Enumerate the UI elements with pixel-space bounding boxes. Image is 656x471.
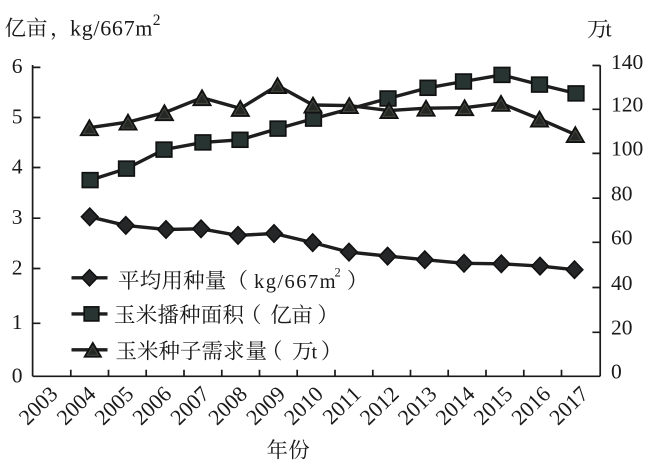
svg-text:0: 0 [12, 363, 23, 387]
svg-text:2: 2 [12, 255, 23, 279]
svg-text:5: 5 [12, 104, 23, 128]
svg-text:80: 80 [611, 182, 633, 206]
svg-text:20: 20 [611, 316, 633, 340]
svg-text:40: 40 [611, 271, 633, 295]
svg-text:3: 3 [12, 205, 23, 229]
svg-text:kg/667m: kg/667m [254, 271, 337, 293]
svg-text:t: t [606, 17, 612, 42]
svg-text:t: t [312, 342, 318, 364]
svg-text:100: 100 [611, 137, 643, 161]
svg-text:120: 120 [611, 93, 643, 117]
svg-text:2: 2 [335, 266, 341, 280]
svg-text:60: 60 [611, 226, 633, 250]
svg-text:2: 2 [153, 12, 161, 29]
svg-text:kg/667m: kg/667m [70, 16, 153, 41]
svg-text:0: 0 [611, 360, 622, 384]
svg-text:6: 6 [12, 54, 23, 78]
svg-text:140: 140 [611, 50, 643, 74]
svg-text:1: 1 [12, 310, 23, 334]
svg-text:4: 4 [12, 154, 23, 178]
